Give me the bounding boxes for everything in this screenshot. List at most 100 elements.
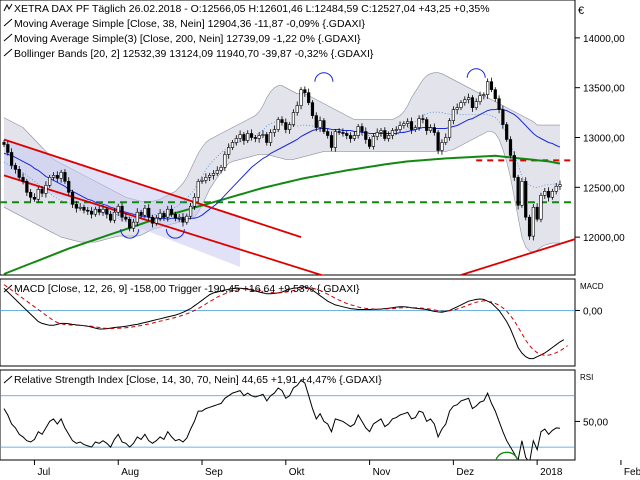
candle-body [59,172,63,179]
candle-body [124,216,128,220]
candle-body [32,196,37,200]
candle-body [375,132,379,137]
candle-body [109,213,113,221]
legend-line-ma38: Moving Average Simple [Close, 38, Nein] … [14,18,365,30]
candle-body [82,206,86,211]
candle-body [265,134,269,143]
macd-trigger-line [3,284,568,356]
candle-body [371,136,375,147]
candle-body [2,142,6,145]
candle-body [242,134,246,141]
candle-body [421,118,425,120]
candle-body [55,175,59,179]
candle-body [486,81,490,95]
candle-body [364,131,368,140]
candle-body [143,207,147,216]
candle-body [390,130,395,136]
candle-body [272,129,276,133]
candle-body [276,119,280,130]
candle-body [169,208,174,215]
candle-body [70,192,75,205]
candle-body [337,131,341,133]
candle-body [447,120,452,138]
candle-body [223,154,227,168]
candle-body [280,119,284,123]
price-y-tick-label: 12500,00 [583,183,625,194]
candle-body [543,191,547,196]
candle-body [147,207,151,218]
legend-macd: MACD [Close, 12, 26, 9] -158,00 Trigger … [14,283,360,295]
candle-body [394,129,398,131]
candle-body [116,205,120,213]
candle-body [268,132,273,143]
candle-body [398,125,402,130]
uptrend-line [460,238,575,275]
candle-body [154,217,158,224]
x-tick-label: Dez [456,467,474,478]
x-tick-label: Okt [289,467,305,478]
candle-body [93,208,97,215]
candle-body [550,191,554,198]
candle-body [474,101,478,108]
line-icon [3,33,13,42]
candle-body [326,131,330,136]
candle-body [291,112,296,125]
candle-body [185,215,189,223]
legend-line-ma200: Moving Average Simple(3) [Close, 200, Ne… [14,33,361,45]
candle-body [36,189,40,200]
price-y-tick-label: 14000,00 [583,34,625,45]
line-icon [3,375,13,384]
candle-body [215,170,219,174]
candle-body [425,119,429,131]
candle-body [230,142,235,148]
candle-body [261,134,265,136]
candle-body [352,135,356,139]
candle-body [482,94,486,96]
legend-rsi: Relative Strength Index [Close, 14, 30, … [14,374,382,386]
candle-body [295,105,299,113]
x-tick-label: Feb [624,467,640,478]
candle-body [196,181,200,198]
x-tick-label: Aug [121,467,139,478]
candle-body [508,139,513,156]
candle-body [120,205,124,218]
candle-body [524,181,528,218]
rsi-layer [0,379,575,460]
rsi-legend: Relative Strength Index [Close, 14, 30, … [3,373,593,386]
candle-body [406,121,410,124]
candle-body [51,175,56,178]
x-tick-label: Jul [37,467,50,478]
candle-body [200,180,204,182]
candle-body [341,132,345,134]
candle-body [489,81,494,90]
candle-body [135,211,139,223]
candle-body [284,122,288,130]
candle-body [402,123,406,126]
candle-body [40,189,44,194]
candle-body [409,121,414,130]
candle-body [470,97,475,108]
candle-body [478,95,482,102]
candle-body [288,124,292,130]
candle-body [329,135,334,148]
candle-body [505,124,509,140]
candle-body [531,206,535,237]
candle-body [440,142,444,151]
candle-body [177,216,181,219]
candle-body [467,97,471,100]
candle-body [21,177,25,182]
candle-body [257,135,261,139]
candle-body [63,172,67,182]
candle-body [17,169,21,178]
line-icon [3,48,13,57]
pattern-arc [314,72,334,82]
candle-body [413,127,417,130]
channel-upper-line [3,138,302,238]
candle-body [101,208,105,213]
macd-y-tick-label: 0,00 [583,306,603,317]
price-layer [0,68,575,275]
pattern-arc [165,229,185,239]
candle-body [211,173,216,176]
rsi-y-tick-label: 50,00 [583,417,608,428]
candle-body [436,132,440,151]
